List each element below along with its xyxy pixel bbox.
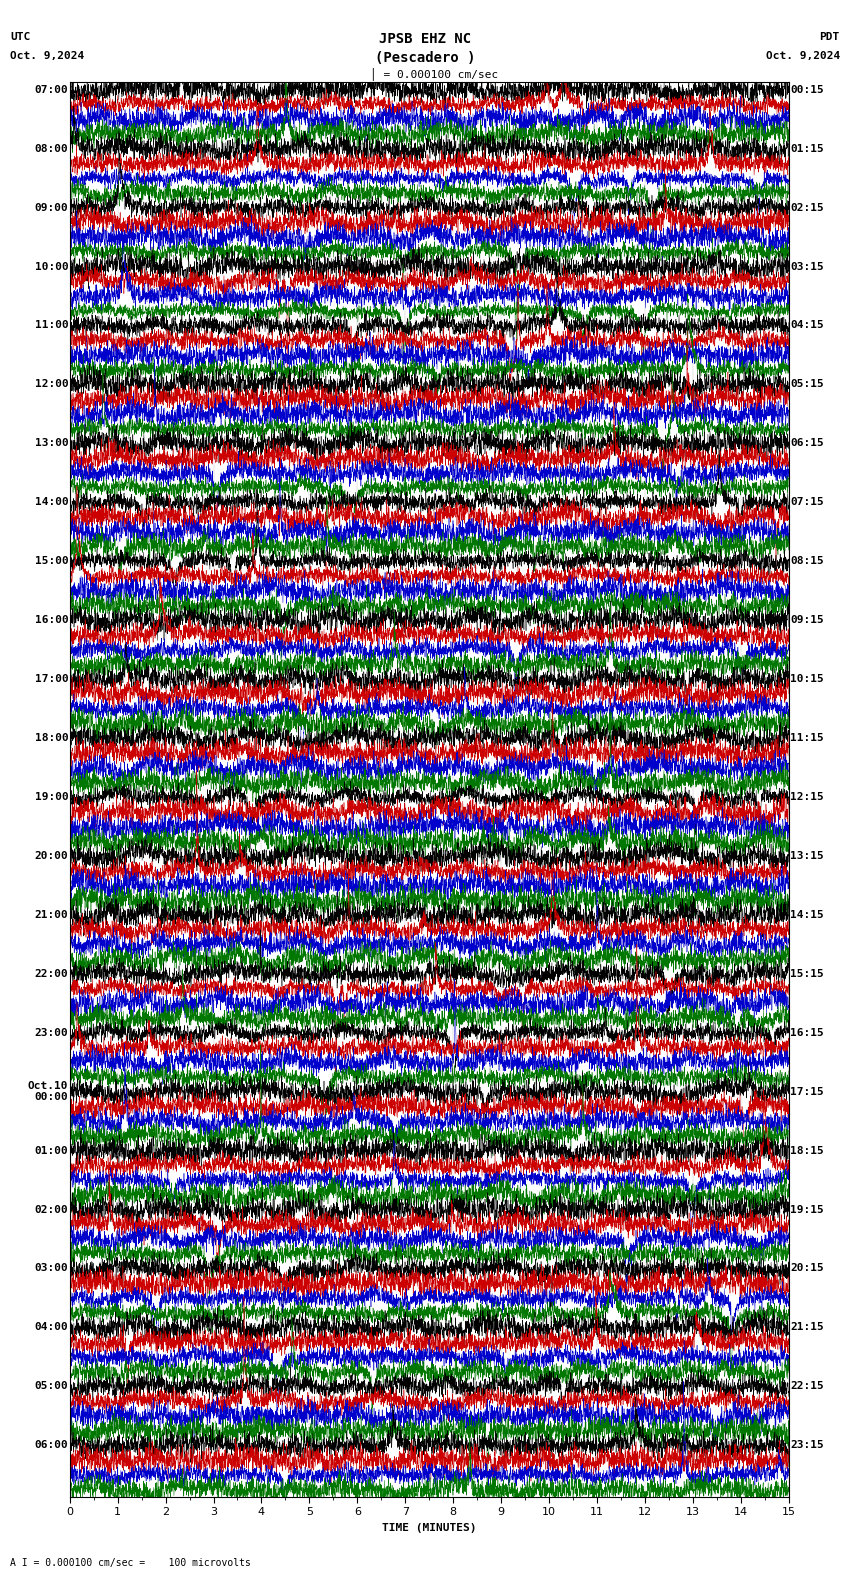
Text: │ = 0.000100 cm/sec: │ = 0.000100 cm/sec [370,68,498,81]
Text: 00:15: 00:15 [790,84,824,95]
Text: 12:15: 12:15 [790,792,824,802]
Text: 14:00: 14:00 [35,497,68,507]
Text: 11:15: 11:15 [790,733,824,743]
Text: 13:00: 13:00 [35,439,68,448]
Text: 16:15: 16:15 [790,1028,824,1038]
Text: 18:15: 18:15 [790,1145,824,1156]
Text: 23:15: 23:15 [790,1440,824,1451]
Text: 14:15: 14:15 [790,909,824,920]
Text: 10:00: 10:00 [35,261,68,271]
Text: 08:00: 08:00 [35,144,68,154]
Text: 15:15: 15:15 [790,969,824,979]
Text: 22:00: 22:00 [35,969,68,979]
Text: 21:15: 21:15 [790,1323,824,1332]
Text: 15:00: 15:00 [35,556,68,565]
Text: 06:00: 06:00 [35,1440,68,1451]
Text: (Pescadero ): (Pescadero ) [375,51,475,65]
Text: 02:00: 02:00 [35,1204,68,1215]
Text: 01:15: 01:15 [790,144,824,154]
Text: Oct. 9,2024: Oct. 9,2024 [10,51,84,60]
Text: 09:15: 09:15 [790,615,824,626]
Text: 12:00: 12:00 [35,380,68,390]
Text: 07:15: 07:15 [790,497,824,507]
Text: A I = 0.000100 cm/sec =    100 microvolts: A I = 0.000100 cm/sec = 100 microvolts [10,1559,251,1568]
Text: 22:15: 22:15 [790,1381,824,1391]
Text: Oct.10
00:00: Oct.10 00:00 [28,1080,68,1102]
Text: 18:00: 18:00 [35,733,68,743]
Text: 19:15: 19:15 [790,1204,824,1215]
Text: 17:15: 17:15 [790,1087,824,1096]
Text: 02:15: 02:15 [790,203,824,212]
Text: 19:00: 19:00 [35,792,68,802]
Text: 20:00: 20:00 [35,851,68,862]
Text: 05:00: 05:00 [35,1381,68,1391]
Text: 20:15: 20:15 [790,1264,824,1274]
Text: 16:00: 16:00 [35,615,68,626]
Text: 03:15: 03:15 [790,261,824,271]
Text: UTC: UTC [10,32,31,41]
Text: 13:15: 13:15 [790,851,824,862]
Text: JPSB EHZ NC: JPSB EHZ NC [379,32,471,46]
X-axis label: TIME (MINUTES): TIME (MINUTES) [382,1522,477,1533]
Text: 11:00: 11:00 [35,320,68,331]
Text: 04:00: 04:00 [35,1323,68,1332]
Text: 03:00: 03:00 [35,1264,68,1274]
Text: PDT: PDT [819,32,840,41]
Text: 10:15: 10:15 [790,675,824,684]
Text: 23:00: 23:00 [35,1028,68,1038]
Text: 07:00: 07:00 [35,84,68,95]
Text: 05:15: 05:15 [790,380,824,390]
Text: 08:15: 08:15 [790,556,824,565]
Text: 09:00: 09:00 [35,203,68,212]
Text: 04:15: 04:15 [790,320,824,331]
Text: Oct. 9,2024: Oct. 9,2024 [766,51,840,60]
Text: 21:00: 21:00 [35,909,68,920]
Text: 01:00: 01:00 [35,1145,68,1156]
Text: 06:15: 06:15 [790,439,824,448]
Text: 17:00: 17:00 [35,675,68,684]
